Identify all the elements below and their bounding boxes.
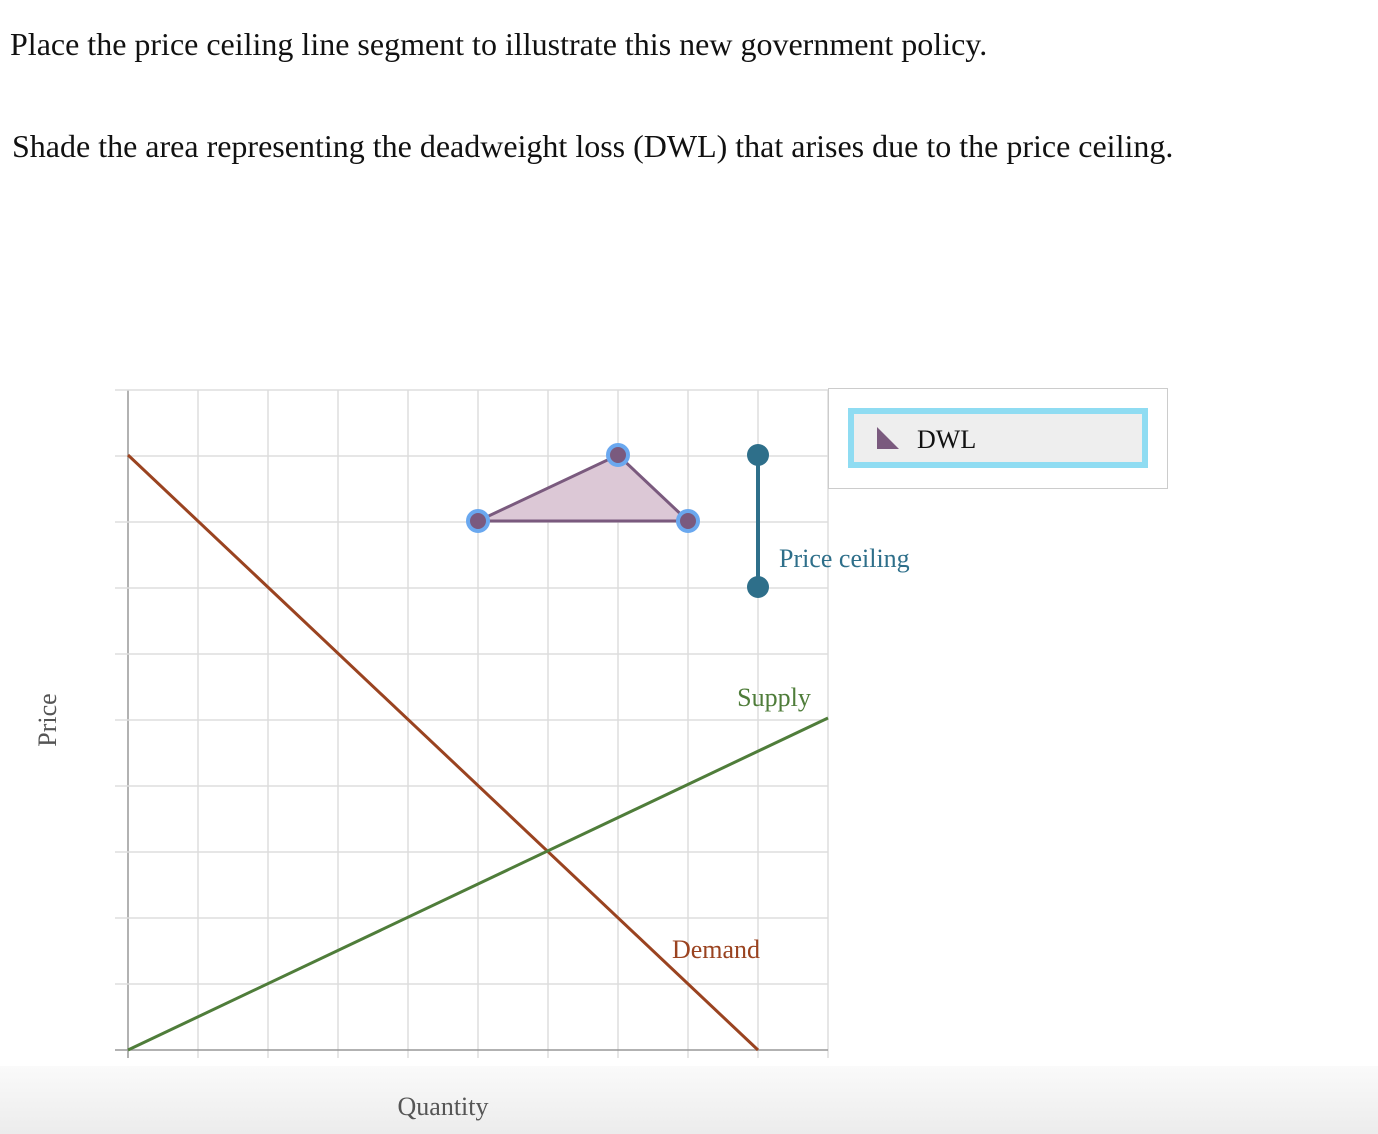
demand-curve — [126, 453, 760, 1052]
y-axis-label: Price — [33, 693, 62, 746]
handle[interactable] — [747, 576, 769, 598]
supply-curve — [127, 716, 829, 1052]
grid — [115, 389, 829, 1058]
tool-label: DWL — [917, 425, 976, 454]
handle[interactable] — [606, 443, 630, 467]
x-axis-label: Quantity — [398, 1092, 489, 1121]
dwl-tool-button[interactable] — [848, 408, 1148, 468]
demand-label: Demand — [672, 935, 760, 964]
handle[interactable] — [466, 509, 490, 533]
supply-label: Supply — [737, 683, 811, 712]
handle[interactable] — [747, 444, 769, 466]
handle[interactable] — [676, 509, 700, 533]
instruction: Shade the area representing the deadweig… — [12, 128, 1174, 164]
dwl-triangle[interactable] — [477, 453, 692, 523]
dwl-handles[interactable] — [466, 443, 700, 533]
price-ceiling-label: Price ceiling — [779, 544, 910, 573]
footer-band — [0, 1066, 1378, 1134]
tool-icon — [877, 427, 899, 449]
instruction: Place the price ceiling line segment to … — [10, 26, 988, 62]
